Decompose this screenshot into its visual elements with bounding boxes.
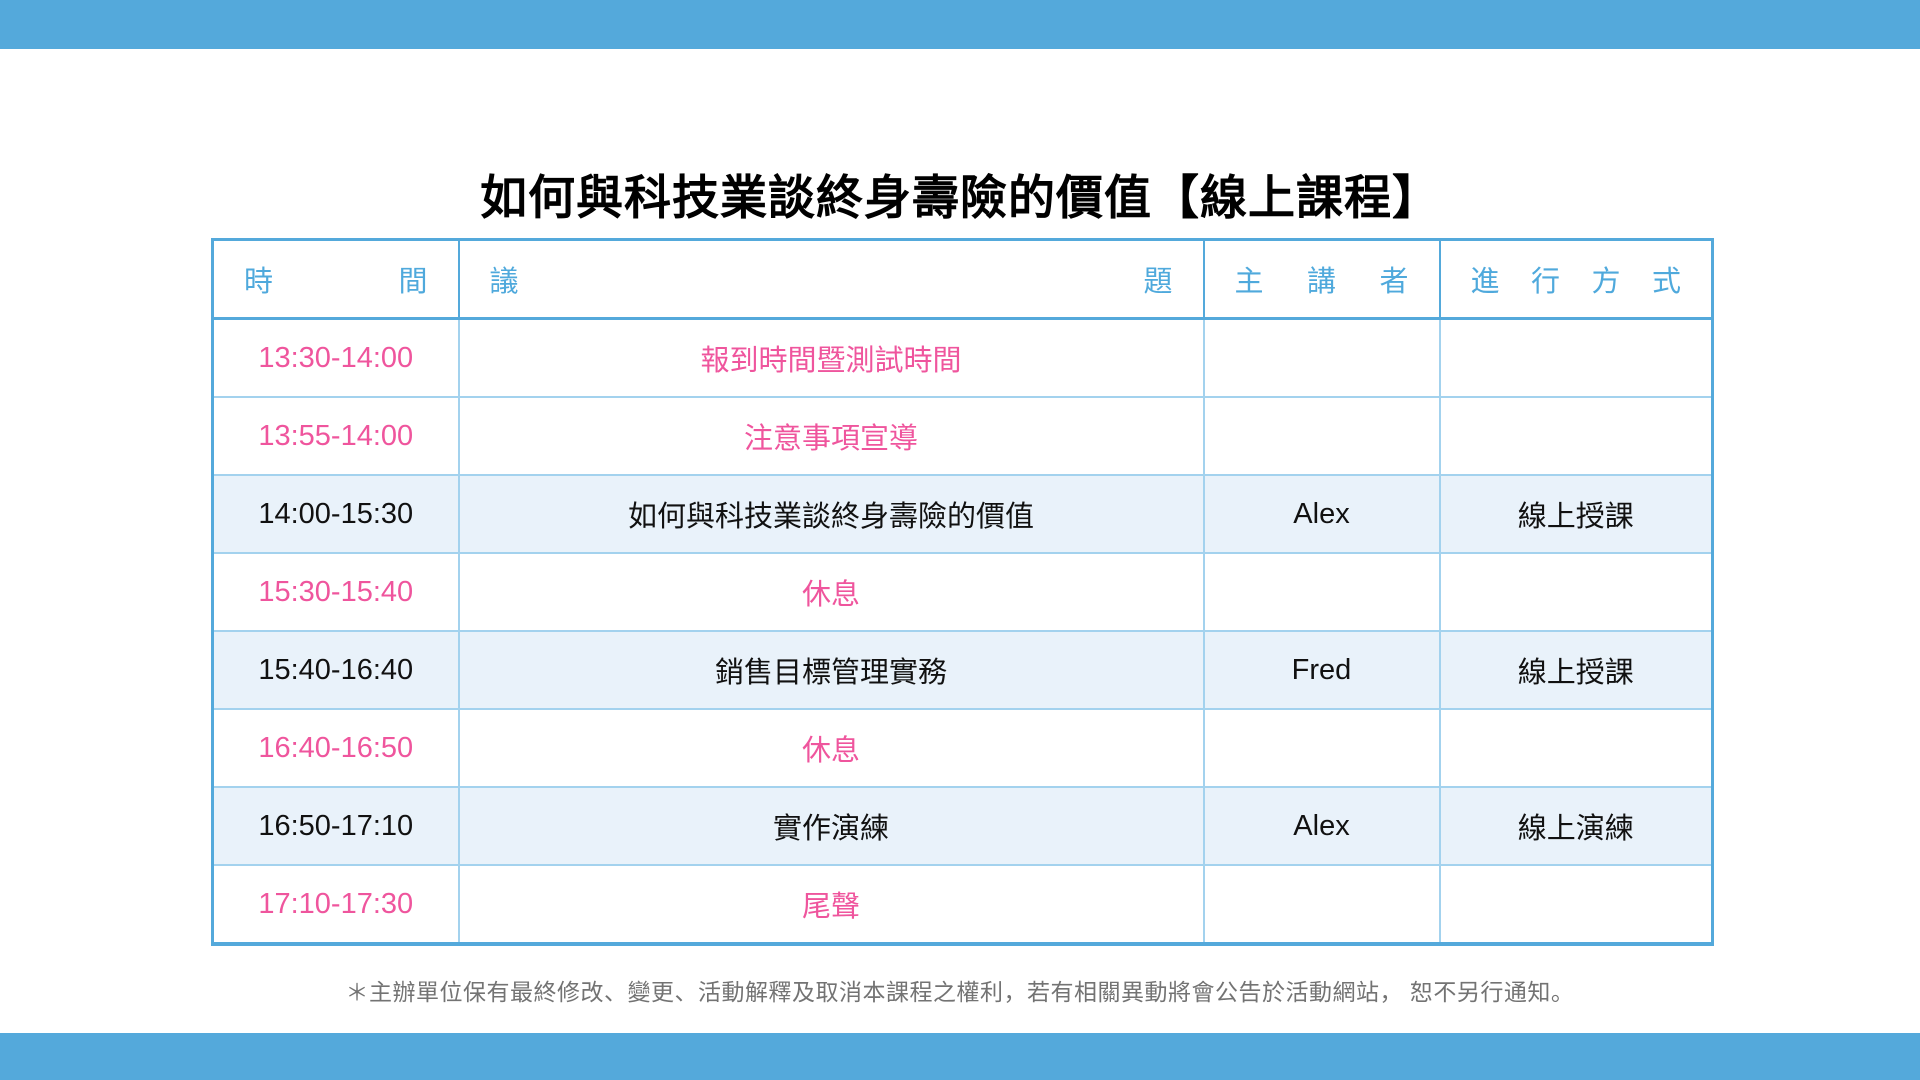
method-cell: [1438, 552, 1714, 632]
time-cell: 15:40-16:40: [211, 630, 460, 710]
time-cell: 16:40-16:50: [211, 708, 460, 788]
method-cell: [1438, 708, 1714, 788]
speaker-cell: [1202, 552, 1441, 632]
top-banner: [0, 0, 1920, 49]
method-cell: [1438, 864, 1714, 945]
topic-cell: 實作演練: [457, 786, 1205, 866]
bottom-banner: [0, 1033, 1920, 1080]
table-row: 14:00-15:30 如何與科技業談終身壽險的價值 Alex 線上授課: [211, 474, 1714, 554]
topic-cell: 銷售目標管理實務: [457, 630, 1205, 710]
time-cell: 17:10-17:30: [211, 864, 460, 945]
method-cell: 線上授課: [1438, 630, 1714, 710]
time-cell: 13:55-14:00: [211, 396, 460, 476]
method-cell: 線上演練: [1438, 786, 1714, 866]
topic-cell: 報到時間暨測試時間: [457, 317, 1205, 398]
header-row: 時間議題主講者進行方式: [211, 239, 1714, 320]
agenda-table-header: 時間議題主講者進行方式: [211, 239, 1714, 320]
method-cell: [1438, 317, 1714, 398]
agenda-table: 時間議題主講者進行方式 13:30-14:00 報到時間暨測試時間 13:55-…: [211, 238, 1714, 946]
disclaimer-footnote: ＊主辦單位保有最終修改、變更、活動解釋及取消本課程之權利，若有相關異動將會公告於…: [345, 979, 1575, 1005]
page-title: 如何與科技業談終身壽險的價值【線上課程】: [480, 171, 1440, 225]
table-row: 16:40-16:50 休息: [211, 708, 1714, 788]
column-header-method: 進行方式: [1438, 239, 1714, 320]
agenda-table-body: 13:30-14:00 報到時間暨測試時間 13:55-14:00 注意事項宣導…: [211, 317, 1714, 945]
topic-cell: 如何與科技業談終身壽險的價值: [457, 474, 1205, 554]
speaker-cell: Alex: [1202, 474, 1441, 554]
table-row: 16:50-17:10 實作演練 Alex 線上演練: [211, 786, 1714, 866]
column-header-topic: 議題: [457, 239, 1205, 320]
speaker-cell: [1202, 396, 1441, 476]
table-row: 15:40-16:40 銷售目標管理實務 Fred 線上授課: [211, 630, 1714, 710]
topic-cell: 尾聲: [457, 864, 1205, 945]
topic-cell: 休息: [457, 552, 1205, 632]
speaker-cell: Alex: [1202, 786, 1441, 866]
table-row: 15:30-15:40 休息: [211, 552, 1714, 632]
speaker-cell: [1202, 708, 1441, 788]
speaker-cell: [1202, 864, 1441, 945]
topic-cell: 休息: [457, 708, 1205, 788]
topic-cell: 注意事項宣導: [457, 396, 1205, 476]
table-row: 17:10-17:30 尾聲: [211, 864, 1714, 945]
table-row: 13:55-14:00 注意事項宣導: [211, 396, 1714, 476]
method-cell: 線上授課: [1438, 474, 1714, 554]
time-cell: 15:30-15:40: [211, 552, 460, 632]
table-row: 13:30-14:00 報到時間暨測試時間: [211, 317, 1714, 398]
column-header-time: 時間: [211, 239, 460, 320]
speaker-cell: Fred: [1202, 630, 1441, 710]
time-cell: 13:30-14:00: [211, 317, 460, 398]
time-cell: 16:50-17:10: [211, 786, 460, 866]
speaker-cell: [1202, 317, 1441, 398]
column-header-speaker: 主講者: [1202, 239, 1441, 320]
time-cell: 14:00-15:30: [211, 474, 460, 554]
method-cell: [1438, 396, 1714, 476]
